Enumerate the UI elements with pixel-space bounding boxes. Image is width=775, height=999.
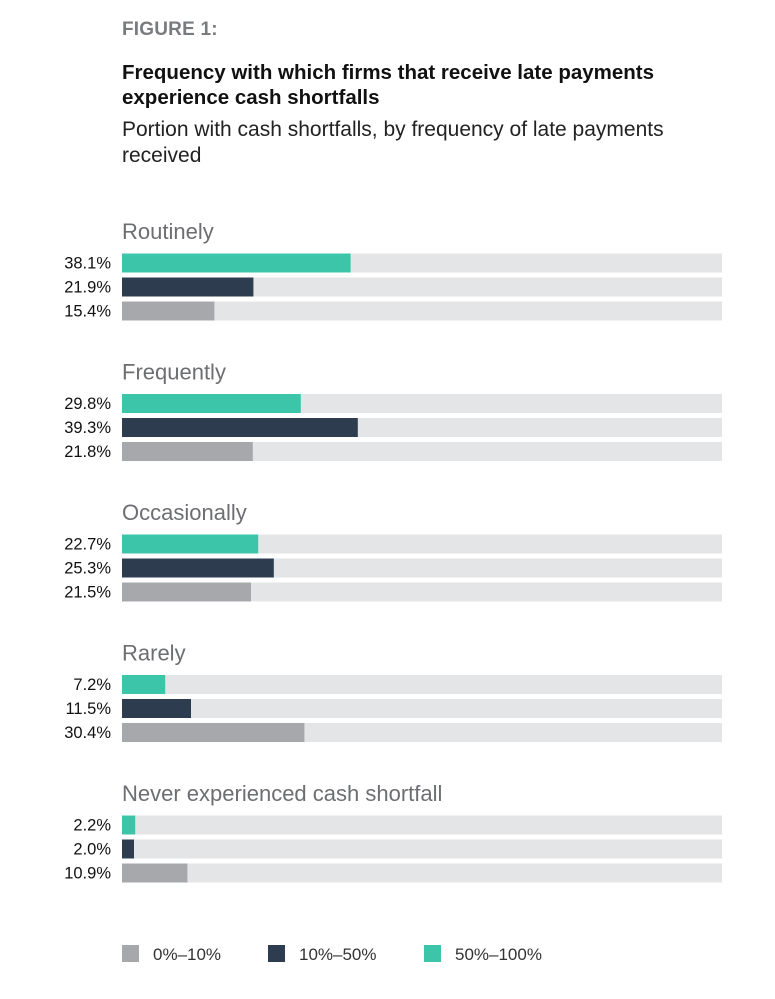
group-label: Never experienced cash shortfall: [122, 781, 442, 806]
bar-track: [122, 301, 722, 321]
value-label: 30.4%: [64, 724, 111, 742]
bar: [122, 723, 305, 742]
bar-track: [122, 699, 722, 718]
value-label: 7.2%: [73, 676, 111, 694]
bar: [122, 815, 136, 835]
bar: [122, 253, 351, 273]
chart-subtitle: Portion with cash shortfalls, by frequen…: [122, 118, 664, 167]
bar-track: [122, 277, 722, 297]
bar-track: [122, 839, 722, 859]
legend-label: 50%–100%: [455, 945, 542, 964]
value-label: 25.3%: [64, 560, 111, 578]
legend-swatch: [424, 945, 441, 962]
bar: [122, 839, 134, 859]
bar: [122, 558, 274, 578]
legend-label: 0%–10%: [153, 945, 221, 964]
value-label: 2.2%: [73, 817, 111, 835]
value-label: 15.4%: [64, 303, 111, 321]
bar: [122, 277, 254, 297]
group-label: Frequently: [122, 360, 226, 385]
value-label: 2.0%: [73, 841, 111, 859]
group-label: Occasionally: [122, 500, 247, 525]
legend-label: 10%–50%: [299, 945, 377, 964]
value-label: 11.5%: [65, 700, 111, 718]
value-label: 39.3%: [64, 419, 111, 437]
bar: [122, 301, 215, 321]
bar-track: [122, 675, 722, 694]
value-label: 22.7%: [64, 536, 111, 554]
bar-track: [122, 534, 722, 554]
legend-swatch: [268, 945, 285, 962]
chart-title: Frequency with which firms that receive …: [122, 61, 655, 109]
value-label: 29.8%: [64, 395, 111, 413]
value-label: 21.8%: [64, 443, 111, 461]
bar: [122, 418, 358, 437]
value-label: 21.5%: [64, 584, 111, 602]
bar-track: [122, 815, 722, 835]
bar: [122, 534, 259, 554]
legend-swatch: [122, 945, 139, 962]
bar-track: [122, 863, 722, 883]
bar: [122, 394, 301, 413]
group-label: Rarely: [122, 641, 186, 666]
bar-track: [122, 582, 722, 602]
value-label: 10.9%: [64, 865, 111, 883]
bar: [122, 863, 188, 883]
value-label: 38.1%: [64, 255, 111, 273]
group-label: Routinely: [122, 219, 214, 244]
value-label: 21.9%: [64, 279, 111, 297]
bar: [122, 442, 253, 461]
bar: [122, 675, 166, 694]
figure-label: FIGURE 1:: [122, 19, 218, 40]
bar: [122, 582, 251, 602]
bar: [122, 699, 191, 718]
bar-track: [122, 442, 722, 461]
